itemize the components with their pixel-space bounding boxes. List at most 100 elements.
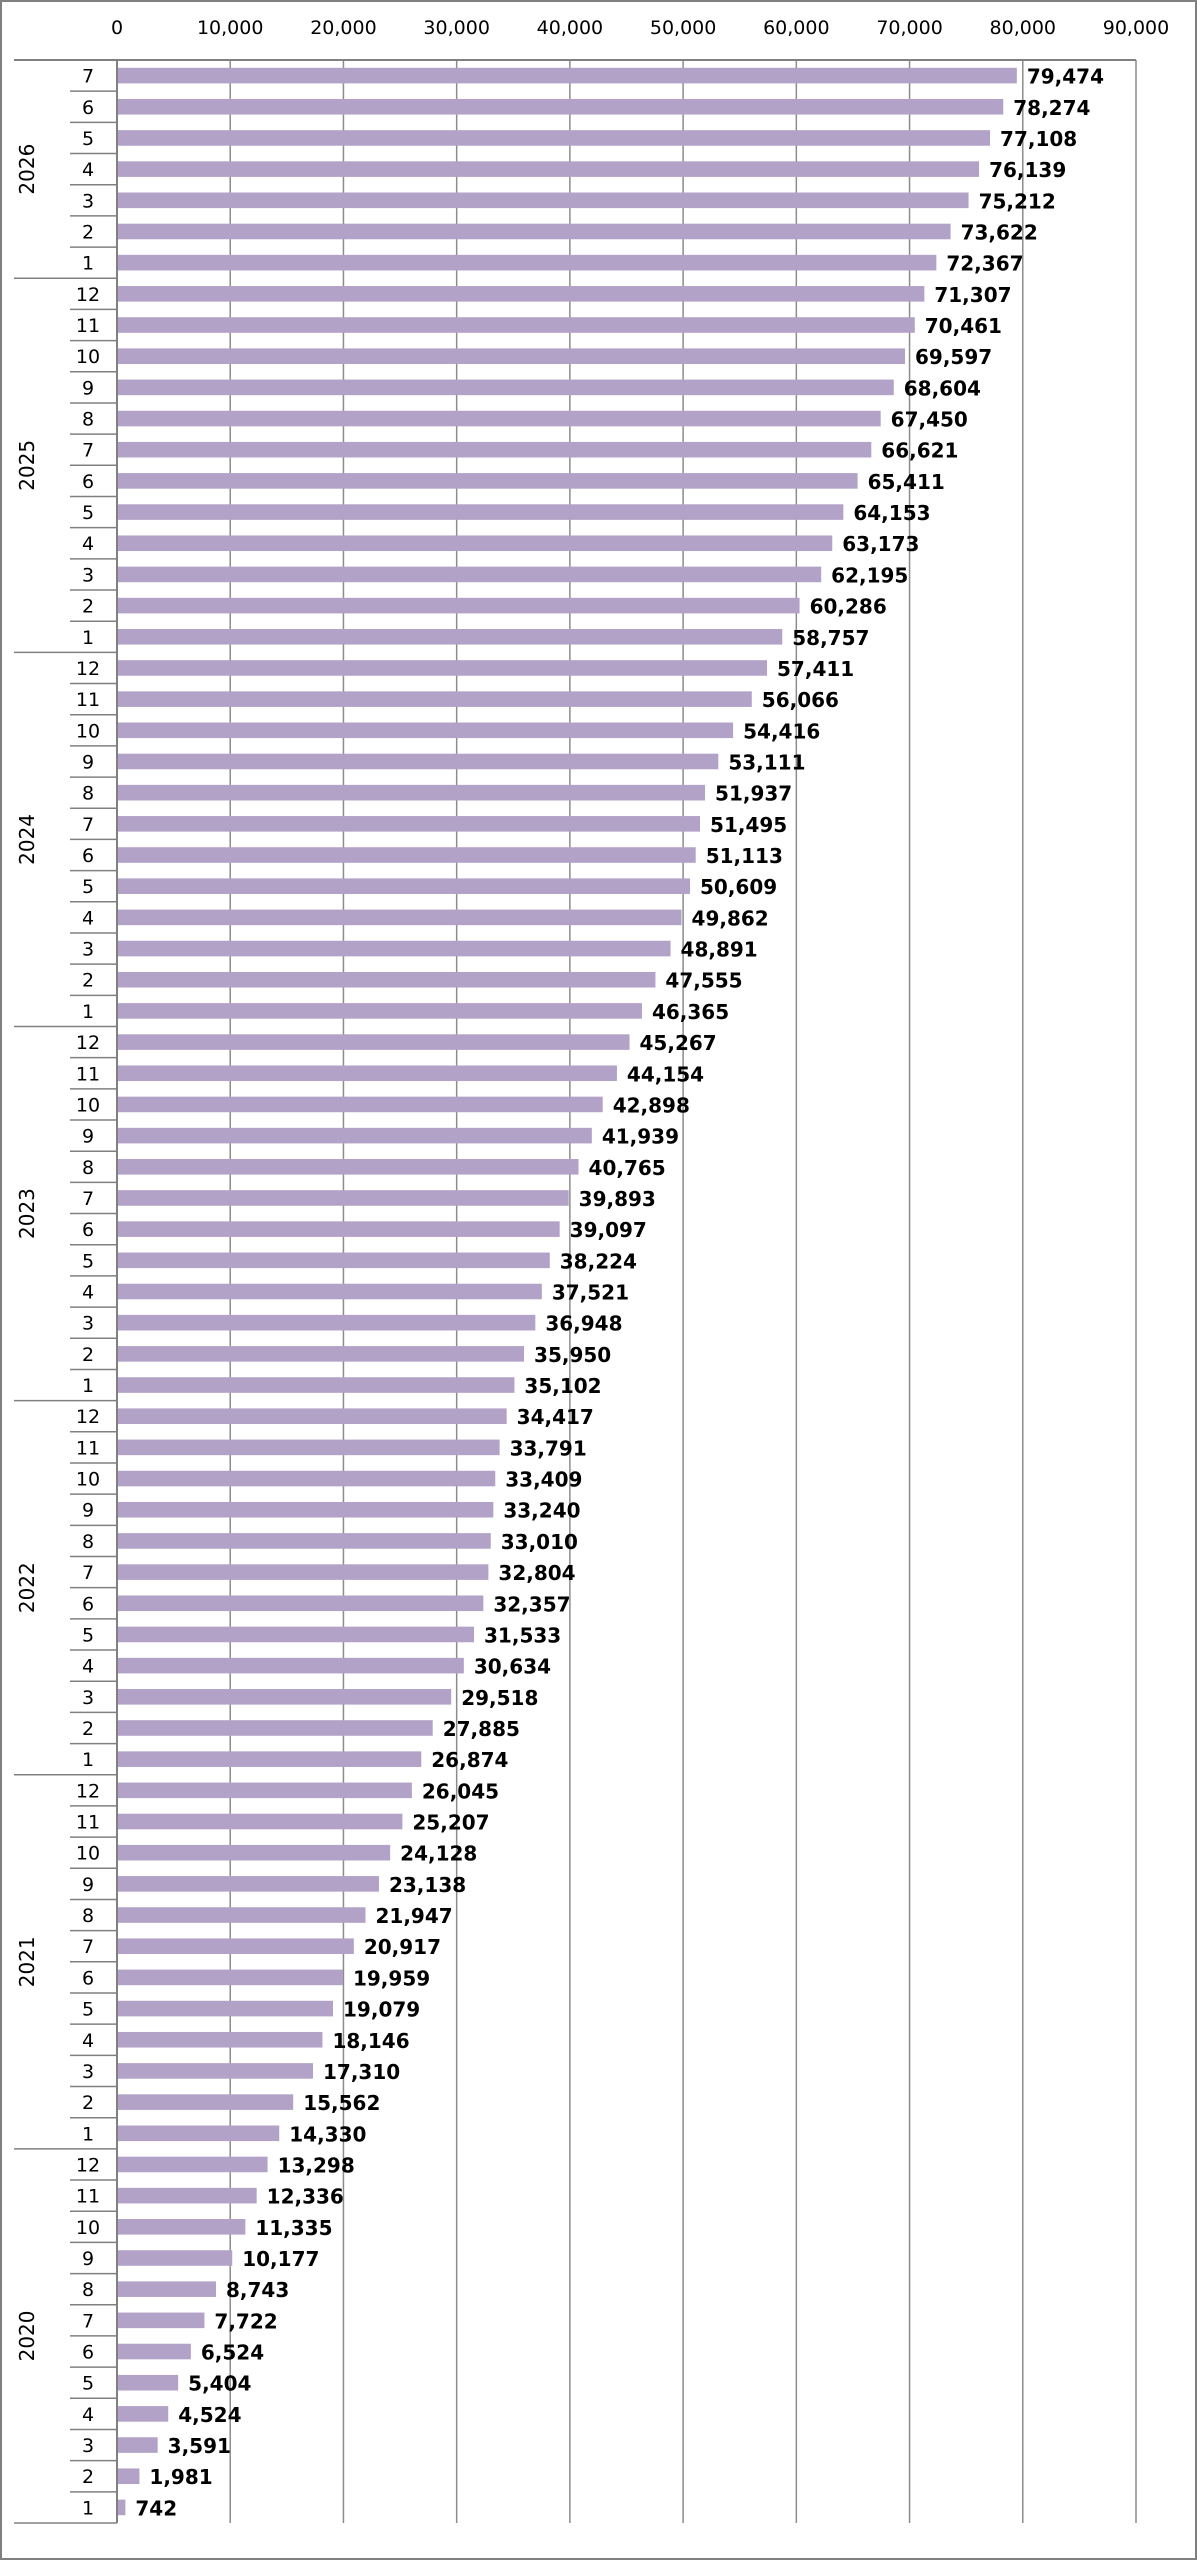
year-label: 2021	[15, 1936, 39, 1987]
month-label: 3	[82, 1313, 94, 1335]
bar	[117, 2374, 179, 2391]
value-label: 66,621	[881, 439, 958, 463]
value-label: 62,195	[831, 563, 908, 587]
value-label: 33,240	[503, 1499, 580, 1523]
value-label: 40,765	[589, 1156, 666, 1180]
value-label: 73,622	[961, 220, 1038, 244]
bar	[117, 1470, 496, 1487]
bar	[117, 597, 800, 614]
month-label: 2	[82, 2092, 94, 2114]
value-label: 25,207	[412, 1811, 489, 1835]
month-label: 12	[76, 2154, 100, 2176]
month-label: 4	[82, 1282, 94, 1304]
bar	[117, 2499, 126, 2516]
month-label: 12	[76, 1032, 100, 1054]
month-label: 12	[76, 284, 100, 306]
value-label: 51,113	[706, 844, 783, 868]
bar	[117, 1408, 507, 1425]
value-label: 68,604	[904, 376, 981, 400]
bar	[117, 317, 915, 333]
value-label: 10,177	[242, 2247, 319, 2271]
value-label: 13,298	[278, 2153, 355, 2177]
value-label: 78,274	[1013, 96, 1090, 120]
month-label: 12	[76, 658, 100, 680]
bar	[117, 1969, 343, 1986]
bar	[117, 1938, 354, 1955]
bar	[117, 441, 872, 458]
month-label: 2	[82, 2466, 94, 2488]
bar	[117, 161, 980, 177]
bar	[117, 1127, 592, 1144]
value-label: 12,336	[267, 2185, 344, 2209]
bar	[117, 2063, 313, 2079]
month-label: 12	[76, 1406, 100, 1428]
value-label: 65,411	[868, 470, 945, 494]
year-label: 2020	[15, 2310, 39, 2361]
x-tick-label: 90,000	[1103, 17, 1169, 39]
month-label: 6	[82, 1967, 94, 1989]
bar	[117, 2000, 334, 2017]
value-label: 57,411	[777, 657, 854, 681]
bar	[117, 473, 858, 489]
value-label: 58,757	[792, 626, 869, 650]
bar	[117, 628, 783, 645]
bar	[117, 1876, 379, 1892]
month-label: 4	[82, 2030, 94, 2052]
bar	[117, 1065, 617, 1082]
bar	[117, 2031, 323, 2048]
value-label: 48,891	[681, 938, 758, 962]
month-label: 5	[82, 502, 94, 524]
bar	[117, 1377, 515, 1393]
bar	[117, 1221, 560, 1237]
month-label: 4	[82, 1656, 94, 1678]
value-label: 8,743	[226, 2278, 289, 2302]
month-label: 1	[82, 1749, 94, 1771]
month-label: 9	[82, 1126, 94, 1148]
value-label: 6,524	[201, 2341, 264, 2365]
month-label: 11	[76, 1063, 100, 1085]
bar	[117, 410, 881, 427]
month-label: 11	[76, 689, 100, 711]
bar	[117, 1283, 542, 1300]
month-label: 9	[82, 751, 94, 773]
month-label: 2	[82, 596, 94, 618]
month-label: 8	[82, 1531, 94, 1553]
month-label: 3	[82, 1687, 94, 1709]
value-label: 31,533	[484, 1623, 561, 1647]
bar	[117, 784, 706, 801]
bar	[117, 504, 844, 520]
bar	[117, 130, 991, 146]
value-label: 51,937	[715, 782, 792, 806]
bar	[117, 1501, 494, 1518]
bar	[117, 2437, 158, 2453]
bar	[117, 2468, 140, 2485]
value-label: 15,562	[303, 2091, 380, 2115]
month-label: 2	[82, 221, 94, 243]
month-label: 7	[82, 814, 94, 836]
month-label: 8	[82, 409, 94, 431]
x-tick-label: 70,000	[876, 17, 942, 39]
bar	[117, 722, 734, 739]
bar	[117, 1595, 484, 1612]
month-label: 4	[82, 2404, 94, 2426]
month-label: 3	[82, 190, 94, 212]
month-label: 5	[82, 1624, 94, 1646]
bars	[117, 67, 1017, 2516]
value-label: 37,521	[552, 1281, 629, 1305]
value-label: 33,409	[505, 1468, 582, 1492]
value-label: 19,079	[343, 1998, 420, 2022]
bar	[117, 816, 701, 832]
value-label: 38,224	[560, 1249, 637, 1273]
bar	[117, 2156, 268, 2173]
month-label: 6	[82, 1593, 94, 1615]
value-label: 34,417	[517, 1405, 594, 1429]
axes: 0 10,000 20,000 30,000 40,000 50,000 60,000 70,…	[14, 17, 1169, 2524]
value-label: 3,591	[168, 2434, 231, 2458]
value-label: 70,461	[925, 314, 1002, 338]
bar	[117, 2343, 191, 2360]
bar	[117, 2250, 233, 2266]
bar	[117, 847, 696, 863]
bar	[117, 1657, 464, 1674]
month-label: 5	[82, 2373, 94, 2395]
